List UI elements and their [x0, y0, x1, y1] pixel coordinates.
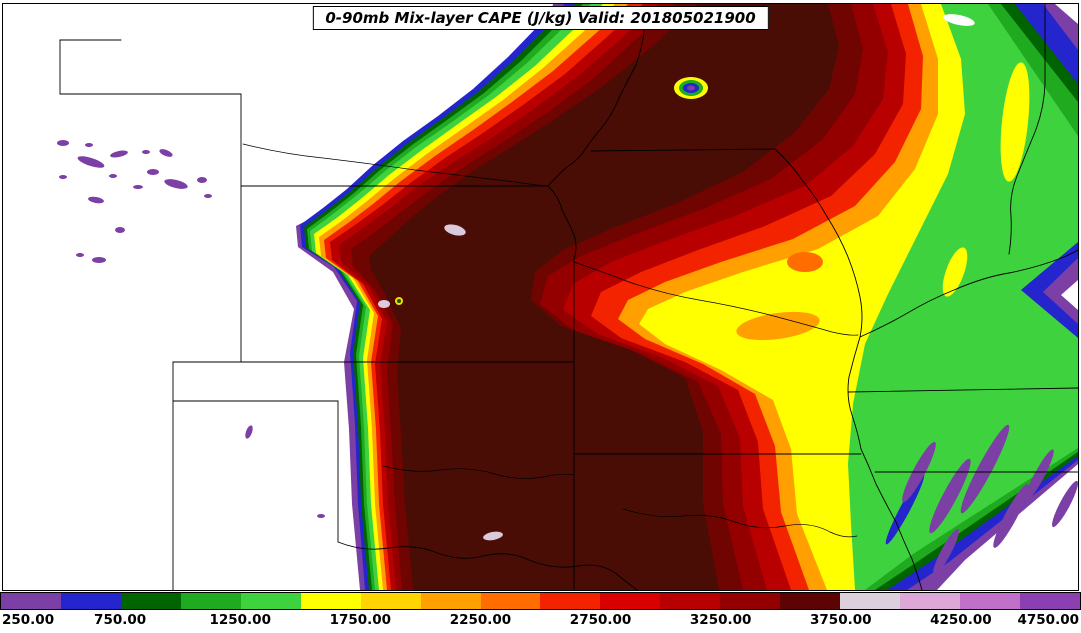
speckle — [88, 196, 104, 204]
colorbar-tick-label: 750.00 — [94, 612, 147, 628]
streak — [960, 424, 1010, 514]
speckle — [133, 185, 143, 189]
cape-detail-patches — [378, 4, 1078, 541]
speckle — [85, 143, 93, 147]
colorbar-segment — [900, 593, 960, 609]
dryline-spot-center — [397, 299, 401, 303]
colorbar-segment — [1, 593, 61, 609]
speckle — [142, 150, 150, 154]
edge-notch-purple — [1043, 258, 1078, 324]
cape-hole-purple — [687, 85, 695, 91]
cape-filled-contours — [296, 4, 1078, 590]
colorbar-segment — [780, 593, 841, 609]
colorbar-tick-label: 2750.00 — [569, 612, 632, 628]
terrain-cape-speckles — [57, 140, 325, 518]
se-cape-streaks — [885, 424, 1078, 576]
state-borders — [59, 4, 1078, 590]
colorbar-segment — [180, 593, 241, 609]
rivers — [242, 143, 859, 538]
speckle — [245, 425, 253, 439]
colorbar-segment — [660, 593, 721, 609]
colorbar-tick-label: 4250.00 — [930, 612, 992, 628]
colorbar-segment — [840, 593, 901, 609]
speckle — [159, 149, 173, 157]
orange-patch — [787, 252, 823, 272]
speckle — [164, 179, 188, 189]
speckle — [197, 177, 207, 183]
colorbar-tick-label: 1250.00 — [209, 612, 271, 628]
speckle — [204, 194, 212, 198]
colorbar-segment — [720, 593, 781, 609]
colorbar — [0, 592, 1081, 610]
speckle — [57, 140, 69, 146]
streak — [1024, 449, 1054, 503]
colorbar-tick-label: 3250.00 — [689, 612, 752, 628]
colorbar-segment — [420, 593, 481, 609]
speckle — [76, 253, 84, 257]
colorbar-segment — [540, 593, 601, 609]
colorbar-segment — [600, 593, 661, 609]
colorbar-segment — [120, 593, 181, 609]
speckle — [92, 257, 106, 263]
colorbar-segment — [960, 593, 1020, 609]
colorbar-tick-label: 250.00 — [2, 612, 55, 628]
cape-core-max — [369, 4, 839, 590]
speckle — [59, 175, 67, 179]
edge-notch-white — [1061, 280, 1078, 310]
colorbar-segment — [1019, 593, 1080, 609]
map-canvas: 0-90mb Mix-layer CAPE (J/kg) Valid: 2018… — [2, 3, 1079, 591]
streak — [993, 484, 1029, 548]
streak — [929, 458, 971, 534]
colorbar-segment — [300, 593, 361, 609]
colorbar-labels: 250.00 750.00 1250.00 1750.00 2250.00 2750.00… — [0, 612, 1081, 632]
yellow-streak — [1000, 62, 1030, 182]
cape-map-svg — [57, 4, 1078, 590]
speckle — [110, 150, 128, 158]
colorbar-tick-label: 1750.00 — [329, 612, 392, 628]
colorbar-segment — [240, 593, 301, 609]
orange-patch — [736, 311, 820, 341]
plot-title: 0-90mb Mix-layer CAPE (J/kg) Valid: 2018… — [312, 6, 769, 30]
speckle — [109, 174, 117, 178]
corner-white — [1055, 4, 1078, 24]
white-hole — [943, 14, 975, 26]
colorbar-segment — [360, 593, 421, 609]
cape-extreme-patch — [483, 531, 503, 541]
speckle — [147, 169, 159, 175]
cape-extreme-patch — [378, 300, 390, 308]
colorbar-tick-label: 3750.00 — [810, 612, 872, 628]
speckle — [77, 156, 105, 168]
streak — [1052, 480, 1078, 528]
streak — [885, 473, 925, 545]
colorbar-tick-label: 2250.00 — [449, 612, 512, 628]
colorbar-segment — [480, 593, 541, 609]
yellow-streak — [942, 247, 968, 297]
colorbar-tick-label: 4750.00 — [1017, 612, 1080, 628]
speckle — [317, 514, 325, 518]
streak — [933, 528, 959, 576]
speckle — [115, 227, 125, 233]
colorbar-segment — [60, 593, 121, 609]
cape-extreme-patch — [444, 224, 466, 236]
